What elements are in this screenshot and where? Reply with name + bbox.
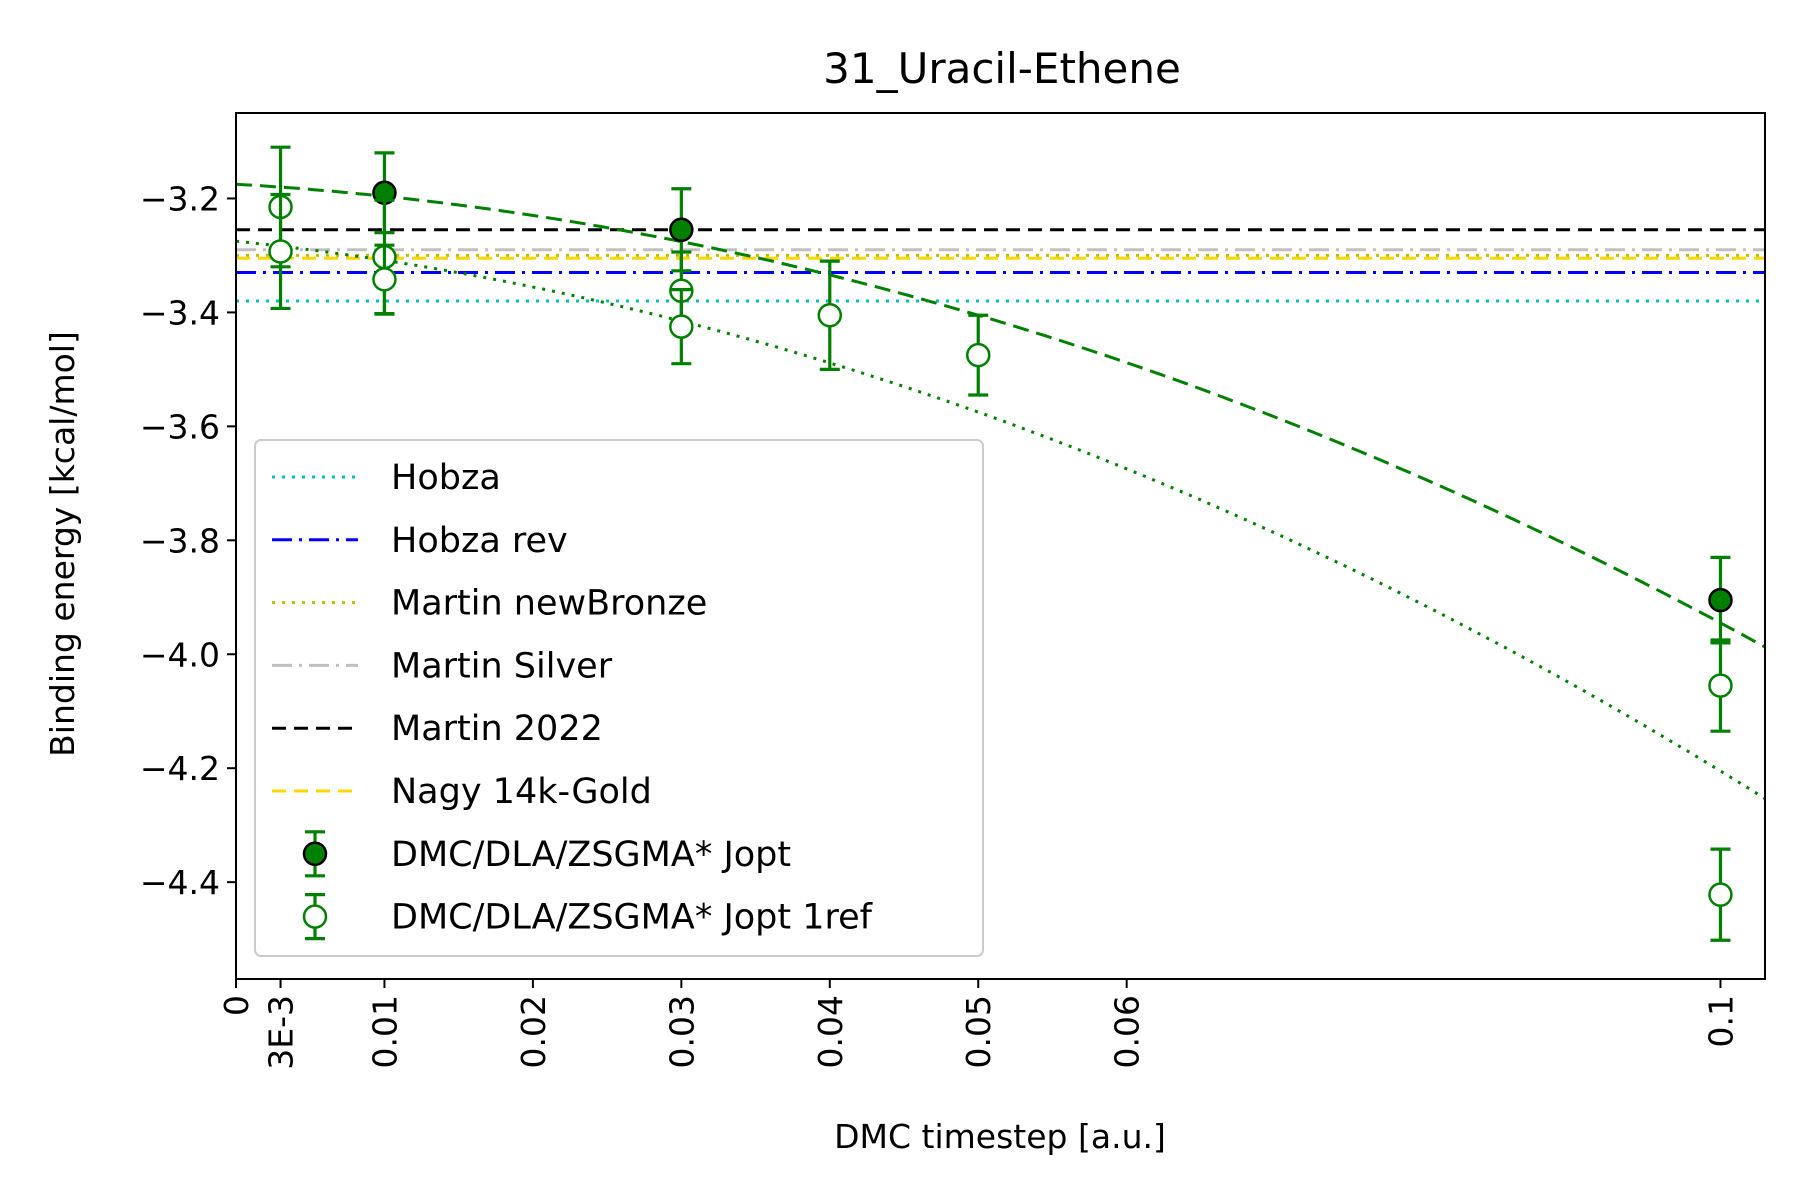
legend-label: Martin Silver <box>391 646 613 686</box>
y-tick-label: −3.8 <box>140 521 220 560</box>
y-tick-label: −3.2 <box>140 179 220 218</box>
legend-label: Nagy 14k-Gold <box>391 772 652 812</box>
plot-area <box>236 145 1765 942</box>
series-1-point-2-marker <box>669 217 694 243</box>
legend-box <box>254 439 984 957</box>
axes-frame <box>235 112 1766 980</box>
x-tick-label: 0.04 <box>811 995 850 1068</box>
series-2-point-9-marker <box>1708 673 1733 698</box>
y-tick-label: −4.0 <box>140 635 220 674</box>
x-tick-label: 0.03 <box>662 995 701 1068</box>
series-2-point-4-marker <box>372 267 397 292</box>
legend-handle-marker <box>302 841 328 867</box>
series-2-point-7-marker <box>817 303 843 328</box>
series-2-point-10-marker <box>1708 882 1733 907</box>
x-tick-label: 0 <box>217 995 256 1016</box>
chart-title: 31_Uracil-Ethene <box>823 44 1181 93</box>
series-1-point-3-marker <box>1708 587 1733 613</box>
legend-label: DMC/DLA/ZSGMA* Jopt 1ref <box>391 898 873 938</box>
x-tick-label: 0.02 <box>514 995 553 1068</box>
legend-label: DMC/DLA/ZSGMA* Jopt <box>391 835 791 875</box>
x-tick-label: 0.06 <box>1108 995 1147 1068</box>
series-2-point-6-marker <box>669 314 694 339</box>
axes: −4.4 −4.2 −4.0 −3.8 −3.6 −3.4 −3.2 0 3E-3 0.01 0.0… <box>140 112 1766 1070</box>
series-2-point-2-marker <box>268 239 293 264</box>
x-tick-label: 0.05 <box>959 995 998 1068</box>
legend-label: Hobza rev <box>391 521 568 561</box>
y-tick-label: −3.6 <box>140 407 220 446</box>
y-axis-label: Binding energy [kcal/mol] <box>43 331 82 757</box>
fit-curve-1 <box>236 182 1765 649</box>
series-2-point-8-marker <box>965 342 991 368</box>
x-tick-label: 0.1 <box>1701 995 1740 1047</box>
x-tick-label: 3E-3 <box>262 995 301 1070</box>
legend-label: Martin 2022 <box>391 709 603 749</box>
y-tick-label: −3.4 <box>140 293 220 332</box>
y-tick-label: −4.2 <box>140 749 220 788</box>
legend: Hobza Hobza rev Martin newBronze Martin Sil… <box>254 439 984 957</box>
x-tick-label: 0.01 <box>365 995 404 1068</box>
x-axis-label: DMC timestep [a.u.] <box>834 1117 1166 1156</box>
legend-label: Hobza <box>391 458 501 498</box>
y-tick-label: −4.4 <box>140 863 220 902</box>
legend-label: Martin newBronze <box>391 584 707 624</box>
legend-handle-marker <box>302 904 328 929</box>
